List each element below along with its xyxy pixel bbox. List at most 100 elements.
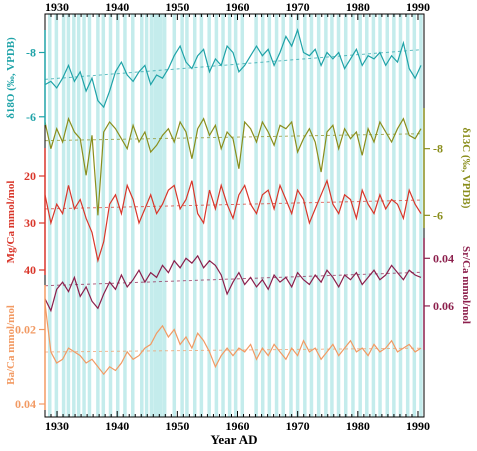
shade-band [351,14,355,417]
shade-band [412,14,417,417]
shade-band [227,14,232,417]
shade-band [180,14,184,417]
series-line [44,27,422,109]
shade-band [156,14,160,417]
trend-line [44,199,422,210]
shade-band [330,14,334,417]
y-axis-label: δ18O (‰, VPDB) [5,37,17,119]
shade-band [76,14,81,417]
x-tick-label-top: 1990 [406,0,430,14]
x-axis: 1930 1930 1940 1940 1950 1950 1960 1960 1970 1970… [44,0,430,433]
shade-band [144,14,149,417]
y-axis-label: Mg/Ca mmol/mol [5,181,17,264]
trend-line [44,347,421,353]
shade-band [289,14,293,417]
shade-band [123,14,127,417]
shade-band [371,14,376,417]
shade-band [385,14,389,417]
x-tick-label-bottom: 1990 [406,419,430,433]
shade-band [214,14,219,417]
x-tick-label-top: 1970 [286,0,310,14]
shade-band [240,14,245,417]
y-tick-label: 0.04 [433,251,454,265]
shade-band [192,14,197,417]
shade-band [358,14,362,417]
shade-band [378,14,382,417]
shade-band [115,14,120,417]
shade-band [365,14,369,417]
shade-band [260,14,265,417]
series-line [44,116,422,216]
shade-band [254,14,258,417]
shade-band [87,14,92,417]
shade-band [61,14,66,417]
shade-band [324,14,328,417]
shade-band [336,14,341,417]
x-tick-label-top: 1980 [346,0,370,14]
series-line [44,303,422,376]
x-axis-label: Year AD [210,432,257,447]
x-tick-label-bottom: 1980 [346,419,370,433]
shade-band [221,14,225,417]
y-tick-label: -6 [26,110,36,124]
shade-band [185,14,189,417]
shade-band [343,14,348,417]
x-tick-label-bottom: 1930 [45,419,69,433]
shaded-bands [48,14,423,417]
series-layer [44,27,422,376]
y-tick-label: 0.04 [15,397,36,411]
x-tick-label-bottom: 1950 [165,419,189,433]
y-tick-label: 0.02 [15,323,36,337]
x-tick-label-bottom: 1970 [286,419,310,433]
shade-band [316,14,321,417]
y-tick-label: 20 [24,169,36,183]
shade-band [149,14,154,417]
x-tick-label-top: 1940 [105,0,129,14]
shade-band [207,14,211,417]
y-axis-label: Ba/Ca mmol/mol [5,305,17,385]
y-tick-label: -6 [433,208,443,222]
shade-band [162,14,167,417]
shade-band [398,14,403,417]
x-tick-label-bottom: 1960 [226,419,250,433]
shade-band [267,14,272,417]
shade-band [233,14,238,417]
x-tick-label-top: 1950 [165,0,189,14]
shade-band [172,14,177,417]
shade-band [295,14,300,417]
shade-band [101,14,106,417]
y-tick-label: -8 [433,142,443,156]
shade-band [392,14,396,417]
x-tick-label-top: 1960 [226,0,250,14]
shade-band [131,14,135,417]
shade-band [72,14,76,417]
shade-band [405,14,410,417]
shade-band [199,14,204,417]
y-axis-label: Sr/Ca mmol/mol [460,246,472,324]
shade-band [309,14,314,417]
trend-line [44,271,422,287]
series-line [44,178,422,263]
shade-band [66,14,71,417]
shade-band [54,14,59,417]
shade-band [82,14,86,417]
y-tick-label: 0.06 [433,299,454,313]
y-axis-label: δ13C (‰, VPDB) [460,128,472,209]
y-tick-label: -8 [26,46,36,60]
shade-band [153,14,157,417]
y-tick-label: 30 [24,216,36,230]
shade-band [303,14,307,417]
shade-band [96,14,100,417]
x-tick-label-top: 1930 [45,0,69,14]
series-line [44,254,422,313]
x-tick-label-bottom: 1940 [105,419,129,433]
shade-band [274,14,279,417]
y-tick-label: 40 [24,263,36,277]
shade-band [108,14,113,417]
shade-band [159,14,163,417]
y-axes: -8 -6 δ18O (‰, VPDB) -8 -6 δ13C (‰, VPDB) 20 30… [5,30,472,411]
shade-band [419,14,423,417]
shade-band [281,14,285,417]
trend-line [44,133,422,142]
